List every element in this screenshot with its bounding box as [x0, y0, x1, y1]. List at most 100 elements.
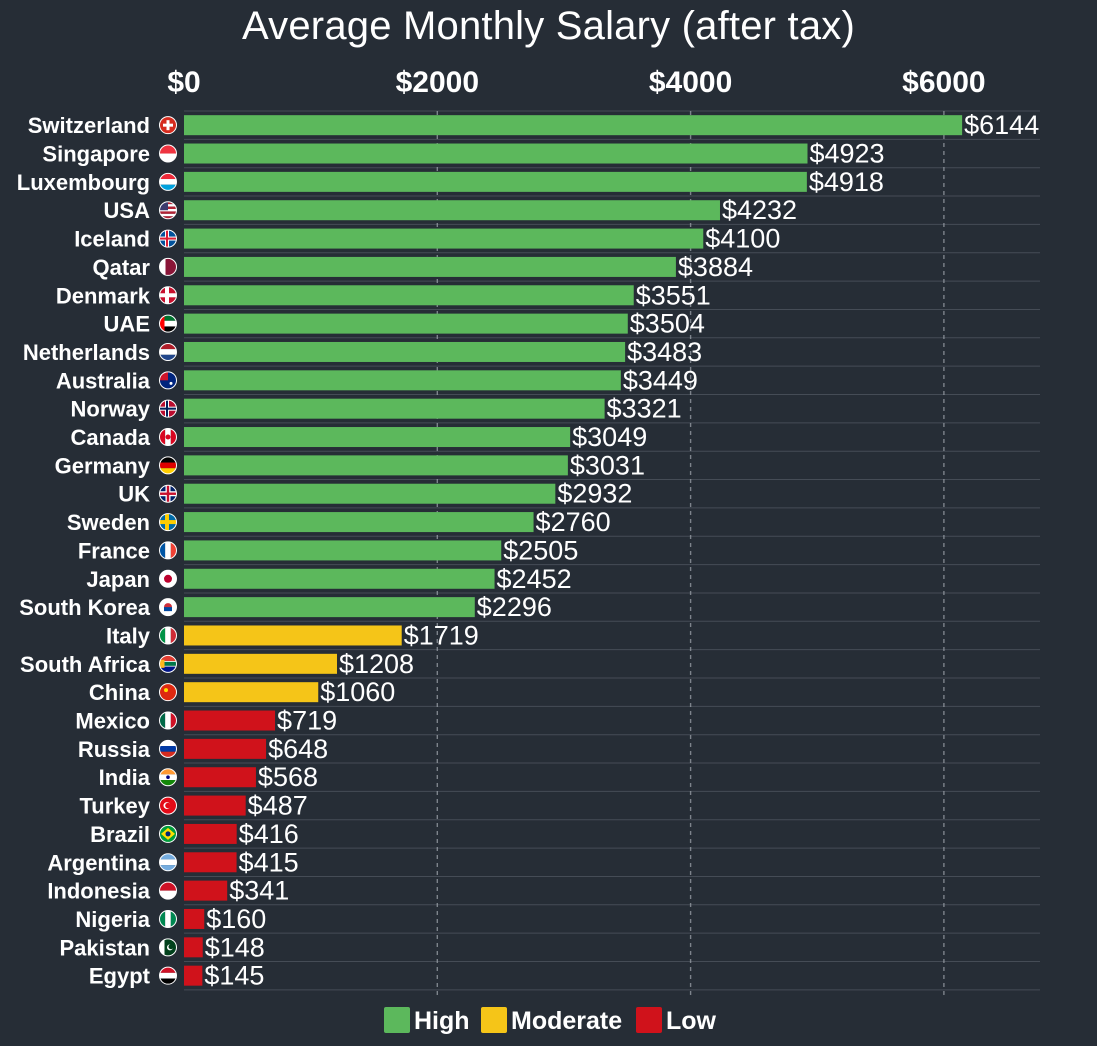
- category-label: UAE: [104, 312, 150, 337]
- value-label: $145: [204, 961, 264, 991]
- category-label: Italy: [106, 623, 151, 648]
- mexico-flag-icon: [159, 712, 177, 730]
- value-label: $1719: [404, 620, 479, 650]
- bar-mexico: [184, 710, 276, 731]
- bar-sweden: [184, 512, 534, 533]
- value-label: $160: [206, 904, 266, 934]
- bar-canada: [184, 427, 571, 448]
- france-flag-icon: [159, 541, 177, 559]
- category-label: Canada: [71, 425, 151, 450]
- uae-flag-icon: [159, 315, 177, 333]
- bar-china: [184, 682, 319, 703]
- value-label: $3321: [607, 394, 682, 424]
- south-korea-flag-icon: [159, 598, 177, 616]
- luxembourg-flag-icon: [159, 173, 177, 191]
- value-label: $3884: [678, 252, 753, 282]
- bar-pakistan: [184, 937, 203, 958]
- turkey-flag-icon: [159, 797, 177, 815]
- value-label: $2932: [557, 479, 632, 509]
- category-label: Denmark: [56, 283, 151, 308]
- norway-flag-icon: [159, 400, 177, 418]
- category-label: Indonesia: [47, 879, 150, 904]
- value-label: $3031: [570, 450, 645, 480]
- value-label: $4232: [722, 195, 797, 225]
- category-label: Singapore: [42, 142, 150, 167]
- value-label: $4923: [809, 139, 884, 169]
- legend-swatch-low: [636, 1007, 662, 1033]
- japan-flag-icon: [159, 570, 177, 588]
- category-label: Netherlands: [23, 340, 150, 365]
- value-label: $2760: [536, 507, 611, 537]
- bar-germany: [184, 455, 568, 476]
- category-label: Pakistan: [60, 935, 151, 960]
- bar-iceland: [184, 228, 704, 249]
- bar-denmark: [184, 285, 634, 306]
- category-label: Turkey: [79, 794, 150, 819]
- x-tick-label: $2000: [396, 66, 479, 99]
- russia-flag-icon: [159, 740, 177, 758]
- denmark-flag-icon: [159, 286, 177, 304]
- sweden-flag-icon: [159, 513, 177, 531]
- value-label: $4100: [705, 224, 780, 254]
- singapore-flag-icon: [159, 145, 177, 163]
- bar-netherlands: [184, 341, 626, 362]
- egypt-flag-icon: [159, 967, 177, 985]
- china-flag-icon: [159, 683, 177, 701]
- category-label: Mexico: [75, 709, 150, 734]
- category-label: Switzerland: [28, 113, 150, 138]
- category-label: Nigeria: [75, 907, 150, 932]
- x-tick-label: $0: [167, 66, 200, 99]
- category-label: France: [78, 538, 150, 563]
- category-label: Brazil: [90, 822, 150, 847]
- category-label: South Korea: [19, 595, 151, 620]
- category-label: Germany: [55, 453, 151, 478]
- legend-swatch-moderate: [481, 1007, 507, 1033]
- value-label: $148: [205, 932, 265, 962]
- italy-flag-icon: [159, 626, 177, 644]
- qatar-flag-icon: [159, 258, 177, 276]
- bar-turkey: [184, 795, 246, 816]
- category-label: Egypt: [89, 964, 151, 989]
- bar-uae: [184, 313, 628, 334]
- south-africa-flag-icon: [159, 655, 177, 673]
- category-label: Iceland: [74, 227, 150, 252]
- value-label: $3449: [623, 365, 698, 395]
- category-label: Argentina: [47, 850, 150, 875]
- bar-qatar: [184, 256, 676, 277]
- value-label: $416: [239, 819, 299, 849]
- category-label: Russia: [78, 737, 151, 762]
- category-label: South Africa: [20, 652, 151, 677]
- value-label: $2505: [503, 535, 578, 565]
- usa-flag-icon: [159, 201, 177, 219]
- nigeria-flag-icon: [159, 910, 177, 928]
- bar-australia: [184, 370, 621, 391]
- value-label: $2452: [497, 564, 572, 594]
- value-label: $487: [248, 791, 308, 821]
- value-label: $3483: [627, 337, 702, 367]
- switzerland-flag-icon: [159, 116, 177, 134]
- bar-india: [184, 767, 256, 788]
- uk-flag-icon: [159, 485, 177, 503]
- value-label: $1060: [320, 677, 395, 707]
- germany-flag-icon: [159, 456, 177, 474]
- category-label: UK: [118, 482, 150, 507]
- value-label: $6144: [964, 110, 1039, 140]
- value-label: $568: [258, 762, 318, 792]
- bar-italy: [184, 625, 402, 646]
- category-label: Australia: [56, 368, 151, 393]
- bar-south-korea: [184, 597, 475, 618]
- category-label: Sweden: [67, 510, 150, 535]
- bar-indonesia: [184, 880, 228, 901]
- bar-usa: [184, 200, 720, 221]
- category-label: Japan: [86, 567, 150, 592]
- argentina-flag-icon: [159, 853, 177, 871]
- bar-singapore: [184, 143, 808, 164]
- canada-flag-icon: [159, 428, 177, 446]
- bar-japan: [184, 568, 495, 589]
- category-label: Luxembourg: [17, 170, 150, 195]
- value-label: $648: [268, 734, 328, 764]
- india-flag-icon: [159, 768, 177, 786]
- indonesia-flag-icon: [159, 882, 177, 900]
- category-label: USA: [104, 198, 151, 223]
